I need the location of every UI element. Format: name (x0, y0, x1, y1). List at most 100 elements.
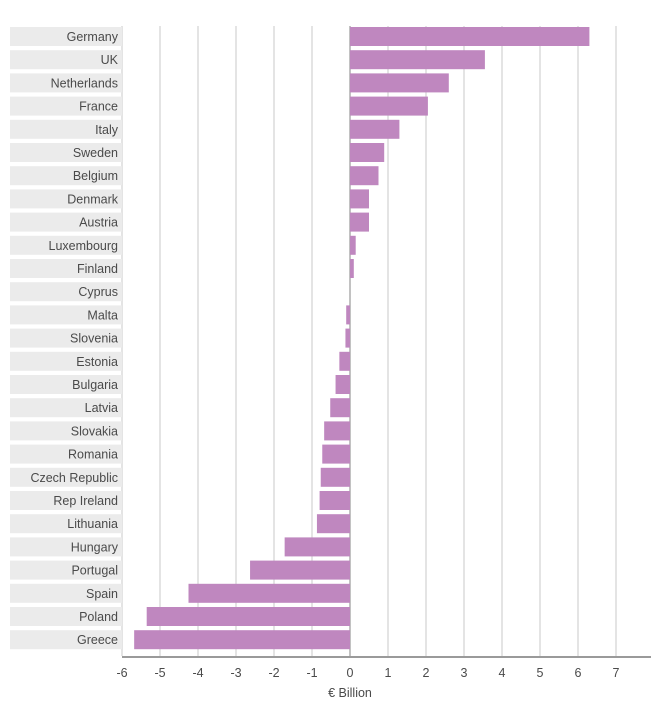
label-band (10, 305, 122, 325)
category-label: Malta (87, 308, 118, 322)
category-label: Slovenia (70, 332, 118, 346)
category-label: Greece (77, 633, 118, 647)
label-band (10, 560, 122, 580)
x-tick-label: 0 (347, 666, 354, 680)
label-band (10, 50, 122, 70)
label-band (10, 398, 122, 418)
category-label: Sweden (73, 146, 118, 160)
bar-romania (322, 444, 350, 464)
bar-austria (350, 212, 369, 232)
x-tick-label: 4 (499, 666, 506, 680)
x-tick-label: -5 (154, 666, 165, 680)
label-band (10, 282, 122, 302)
x-tick-label: 5 (537, 666, 544, 680)
bar-malta (346, 305, 350, 325)
label-band (10, 630, 122, 650)
label-band (10, 27, 122, 46)
bar-belgium (350, 166, 379, 186)
category-label: Netherlands (51, 76, 118, 90)
category-label: Portugal (71, 564, 118, 578)
x-tick-label: -1 (306, 666, 317, 680)
label-band (10, 235, 122, 255)
category-label: Estonia (76, 355, 118, 369)
category-label: Cyprus (78, 285, 118, 299)
bar-spain (188, 583, 350, 603)
category-label: Slovakia (71, 424, 118, 438)
bar-netherlands (350, 73, 449, 93)
gridlines (121, 26, 617, 656)
category-label: Denmark (67, 192, 118, 206)
x-tick-label: 1 (385, 666, 392, 680)
bar-germany (350, 27, 590, 46)
bar-greece (134, 630, 350, 650)
bar-denmark (350, 189, 369, 209)
label-band (10, 73, 122, 93)
label-band (10, 351, 122, 371)
x-tick-label: 3 (461, 666, 468, 680)
label-band (10, 514, 122, 534)
bar-slovenia (345, 328, 350, 348)
bar-estonia (339, 351, 350, 371)
bar-italy (350, 119, 400, 139)
label-band (10, 537, 122, 557)
bar-latvia (330, 398, 350, 418)
category-label: Lithuania (67, 517, 118, 531)
category-label: Bulgaria (72, 378, 118, 392)
bar-france (350, 96, 428, 116)
bar-hungary (284, 537, 350, 557)
category-label: Luxembourg (49, 239, 119, 253)
label-band (10, 491, 122, 510)
x-tick-label: -3 (230, 666, 241, 680)
category-label: Poland (79, 610, 118, 624)
category-label: Rep Ireland (53, 494, 118, 508)
label-band (10, 444, 122, 464)
category-label: Austria (79, 216, 118, 230)
bar-czech-republic (320, 467, 350, 487)
x-tick-label: 6 (575, 666, 582, 680)
x-tick-label: 2 (423, 666, 430, 680)
category-label: Italy (95, 123, 119, 137)
bar-lithuania (316, 514, 350, 534)
x-tick-label: 7 (613, 666, 620, 680)
label-band (10, 607, 122, 626)
bar-finland (350, 259, 354, 278)
bar-poland (146, 607, 350, 626)
label-band (10, 421, 122, 441)
category-label: Belgium (73, 169, 118, 183)
category-label: France (79, 100, 118, 114)
bar-bulgaria (335, 375, 350, 394)
bar-slovakia (324, 421, 350, 441)
category-label: UK (101, 53, 119, 67)
label-band (10, 189, 122, 209)
category-label-bands (10, 27, 122, 650)
label-band (10, 259, 122, 278)
category-label: Czech Republic (30, 471, 118, 485)
bar-sweden (350, 143, 385, 162)
category-label: Latvia (85, 401, 118, 415)
label-band (10, 583, 122, 603)
label-band (10, 119, 122, 139)
bar-rep-ireland (319, 491, 350, 510)
x-tick-label: -2 (268, 666, 279, 680)
label-band (10, 96, 122, 116)
bars (134, 27, 590, 650)
bar-luxembourg (350, 235, 356, 255)
label-band (10, 375, 122, 394)
bar-uk (350, 50, 485, 70)
category-labels: Germany UK Netherlands France Italy Sweden Bel… (30, 30, 118, 647)
bar-portugal (250, 560, 350, 580)
x-axis-title: € Billion (328, 686, 372, 700)
category-label: Spain (86, 587, 118, 601)
category-label: Romania (68, 448, 118, 462)
category-label: Germany (67, 30, 119, 44)
category-label: Finland (77, 262, 118, 276)
label-band (10, 143, 122, 162)
x-tick-label: -4 (192, 666, 203, 680)
label-band (10, 328, 122, 348)
label-band (10, 166, 122, 186)
label-band (10, 212, 122, 232)
x-axis: -6-5-4-3-2-1012345678 (116, 656, 651, 680)
x-tick-label: -6 (116, 666, 127, 680)
category-label: Hungary (71, 540, 119, 554)
